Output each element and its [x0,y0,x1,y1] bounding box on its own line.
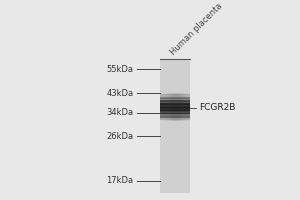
Bar [160,113,190,114]
Text: Human placenta: Human placenta [169,1,224,57]
Bar [160,101,190,102]
Bar [182,93,184,121]
Bar [160,98,190,99]
Bar [160,108,190,109]
Bar [160,110,190,111]
Bar [172,93,173,121]
Bar [160,107,190,108]
Text: 55kDa: 55kDa [106,65,134,74]
Bar [160,102,190,103]
Bar [160,104,190,105]
Bar [165,93,167,121]
Text: 43kDa: 43kDa [106,89,134,98]
Bar [160,96,190,97]
Bar [160,112,190,113]
Bar [160,59,190,193]
Bar [160,107,190,108]
Bar [160,114,190,115]
Bar [160,99,190,100]
Bar [168,93,170,121]
Bar [160,100,190,101]
Bar [160,94,190,95]
Bar [160,115,190,116]
Bar [160,101,190,102]
Bar [160,97,190,98]
Bar [167,93,168,121]
Bar [160,103,190,104]
Bar [160,103,190,104]
Bar [160,104,190,105]
Bar [160,117,190,118]
Text: 17kDa: 17kDa [106,176,134,185]
Bar [187,93,189,121]
Bar [160,116,190,117]
Bar [176,93,178,121]
Text: 26kDa: 26kDa [106,132,134,141]
Bar [160,98,190,99]
Bar [160,100,190,101]
Bar [164,93,165,121]
Bar [160,116,190,117]
Bar [160,105,190,106]
Bar [160,94,190,95]
Bar [178,93,179,121]
Bar [160,113,190,114]
Bar [160,93,162,121]
Bar [160,106,190,107]
Bar [162,93,164,121]
Bar [160,109,190,110]
Bar [175,93,176,121]
Bar [160,97,190,98]
Bar [184,93,185,121]
Bar [160,117,190,118]
Text: 34kDa: 34kDa [106,108,134,117]
Bar [160,95,190,96]
Bar [173,93,175,121]
Bar [160,111,190,112]
Bar [170,93,171,121]
Text: FCGR2B: FCGR2B [199,103,236,112]
Bar [160,118,190,119]
Bar [179,93,181,121]
Bar [189,93,190,121]
Bar [160,110,190,111]
Bar [190,93,192,121]
Bar [160,119,190,120]
Bar [181,93,182,121]
Bar [186,93,187,121]
